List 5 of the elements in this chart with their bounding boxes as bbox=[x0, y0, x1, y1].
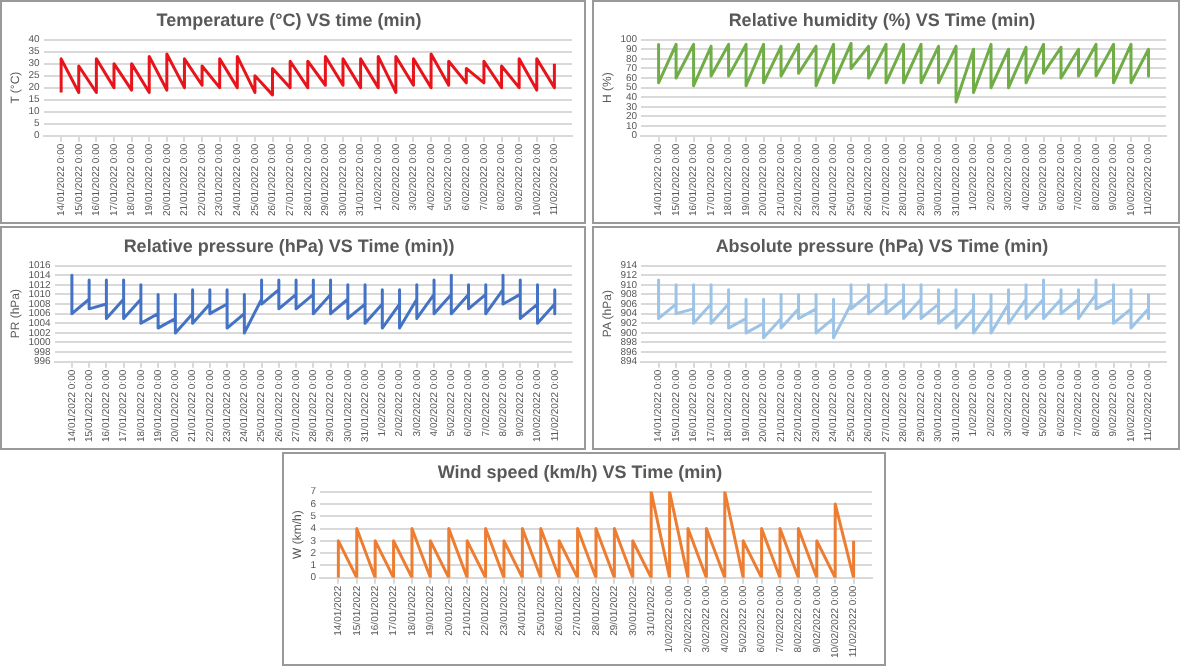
chart-title: Temperature (°C) VS time (min) bbox=[156, 9, 422, 30]
chart-title: Relative pressure (hPa) VS Time (min)) bbox=[123, 235, 455, 256]
chart-title: Relative humidity (%) VS Time (min) bbox=[728, 9, 1036, 30]
chart-title: Wind speed (km/h) VS Time (min) bbox=[437, 461, 723, 482]
chart-title: Absolute pressure (hPa) VS Time (min) bbox=[715, 235, 1049, 256]
